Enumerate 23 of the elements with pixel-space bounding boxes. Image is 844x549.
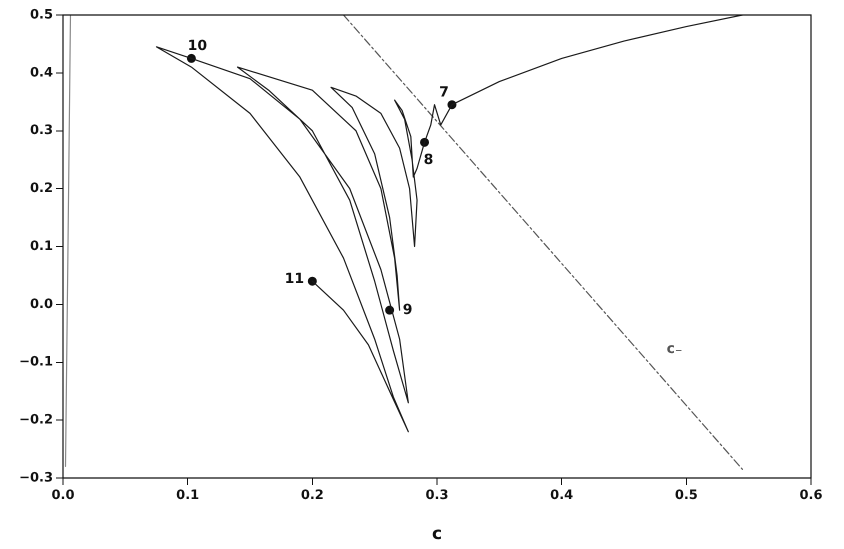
annotation: 9: [402, 302, 412, 318]
annotation: 7: [439, 84, 449, 100]
x-tick-label: 0.2: [300, 488, 324, 504]
annotation: 8: [424, 152, 434, 168]
y-tick-label: 0.5: [30, 7, 53, 22]
x-tick-label: 0.5: [674, 488, 698, 504]
x-tick-label: 0.0: [51, 488, 75, 504]
x-tick-label: 0.3: [425, 488, 449, 504]
y-tick-label: 0.2: [30, 181, 53, 196]
x-tick-label: 0.6: [799, 488, 823, 504]
x-tick-label: 0.1: [176, 488, 200, 504]
y-tick-label: 0.4: [30, 65, 53, 80]
y-tick-label: −0.3: [19, 470, 53, 486]
y-tick-label: 0.3: [30, 123, 53, 138]
y-tick-label: −0.2: [19, 412, 53, 428]
y-tick-label: 0.1: [30, 238, 53, 254]
y-tick-label: 0.0: [30, 296, 53, 312]
annotation: 11: [284, 270, 304, 287]
x-axis-title: c: [432, 524, 442, 544]
y-tick-label: −0.1: [19, 354, 53, 370]
series-label: c₋: [666, 341, 682, 358]
x-tick-label: 0.4: [550, 488, 574, 504]
annotation: 10: [188, 38, 208, 54]
